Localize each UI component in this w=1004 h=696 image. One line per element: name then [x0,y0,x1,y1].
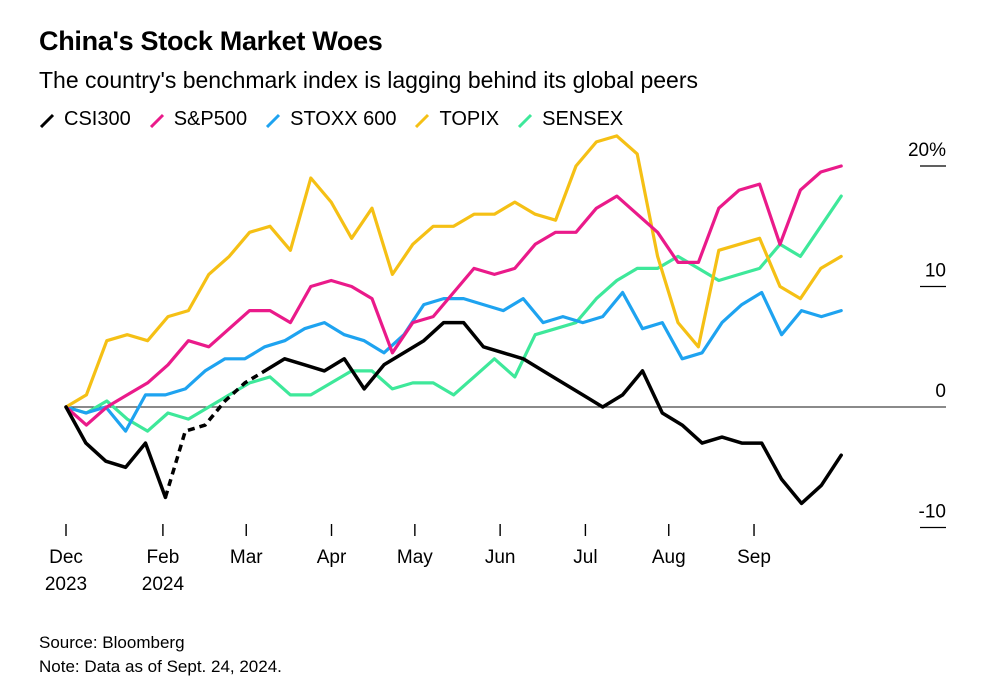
legend-swatch-icon [415,113,430,128]
note-text: Note: Data as of Sept. 24, 2024. [39,657,282,676]
y-tick-label: 20% [908,140,946,161]
chart-footer: Source: Bloomberg Note: Data as of Sept.… [39,631,282,679]
legend-swatch-line [415,113,430,128]
legend-swatch-line [518,113,533,128]
series-layer [64,134,843,506]
x-tick-label: Aug [652,547,686,568]
legend-item-stoxx600: STOXX 600 [265,108,396,131]
series-line-csi300 [64,405,168,500]
x-tick-label: Feb [147,547,180,568]
x-tick-label: Sep [737,547,771,568]
legend-label: CSI300 [64,108,131,130]
legend-item-csi300: CSI300 [39,108,131,131]
x-tick-label: Jul [573,547,597,568]
x-tick-label: Apr [317,547,347,568]
series-line-stoxx600 [64,290,843,433]
legend-swatch-icon [518,113,533,128]
legend-label: S&P500 [173,108,248,130]
x-tick-label: Dec [49,547,83,568]
series-line-topix [64,134,843,409]
legend-label: TOPIX [439,108,500,130]
y-tick-label: 0 [935,381,946,402]
legend-label: SENSEX [542,108,624,130]
legend-item-sp500: S&P500 [149,108,247,131]
series-line-csi300 [263,320,843,506]
legend-swatch-icon [266,113,281,128]
legend-swatch-icon [39,113,55,128]
x-tick-sublabel: 2024 [142,574,185,595]
legend-swatch-icon [149,113,164,128]
x-tick-sublabel: 2023 [45,574,87,595]
x-axis: Dec 2023 Feb 2024 Mar Apr May Jun Jul Aug Sep [45,524,771,595]
legend-item-sensex: SENSEX [517,108,623,131]
chart-title: China's Stock Market Woes [39,26,383,56]
y-tick-label: 10 [925,261,946,282]
chart-legend: CSI300 S&P500 STOXX 600 TOPIX SENSEX [39,108,641,131]
chart-subtitle: The country's benchmark index is lagging… [39,67,698,93]
source-text: Source: Bloomberg [39,633,185,652]
legend-swatch-line [39,113,55,128]
y-axis: 20% 10 0 -10 [66,140,946,529]
legend-swatch-line [149,113,164,128]
y-tick-label: -10 [919,502,946,523]
legend-item-topix: TOPIX [414,108,499,131]
legend-label: STOXX 600 [290,108,397,130]
legend-swatch-line [266,113,281,128]
x-tick-label: May [397,547,433,568]
x-tick-label: Jun [485,547,516,568]
x-tick-label: Mar [230,547,263,568]
series-line-sp500 [64,164,843,427]
